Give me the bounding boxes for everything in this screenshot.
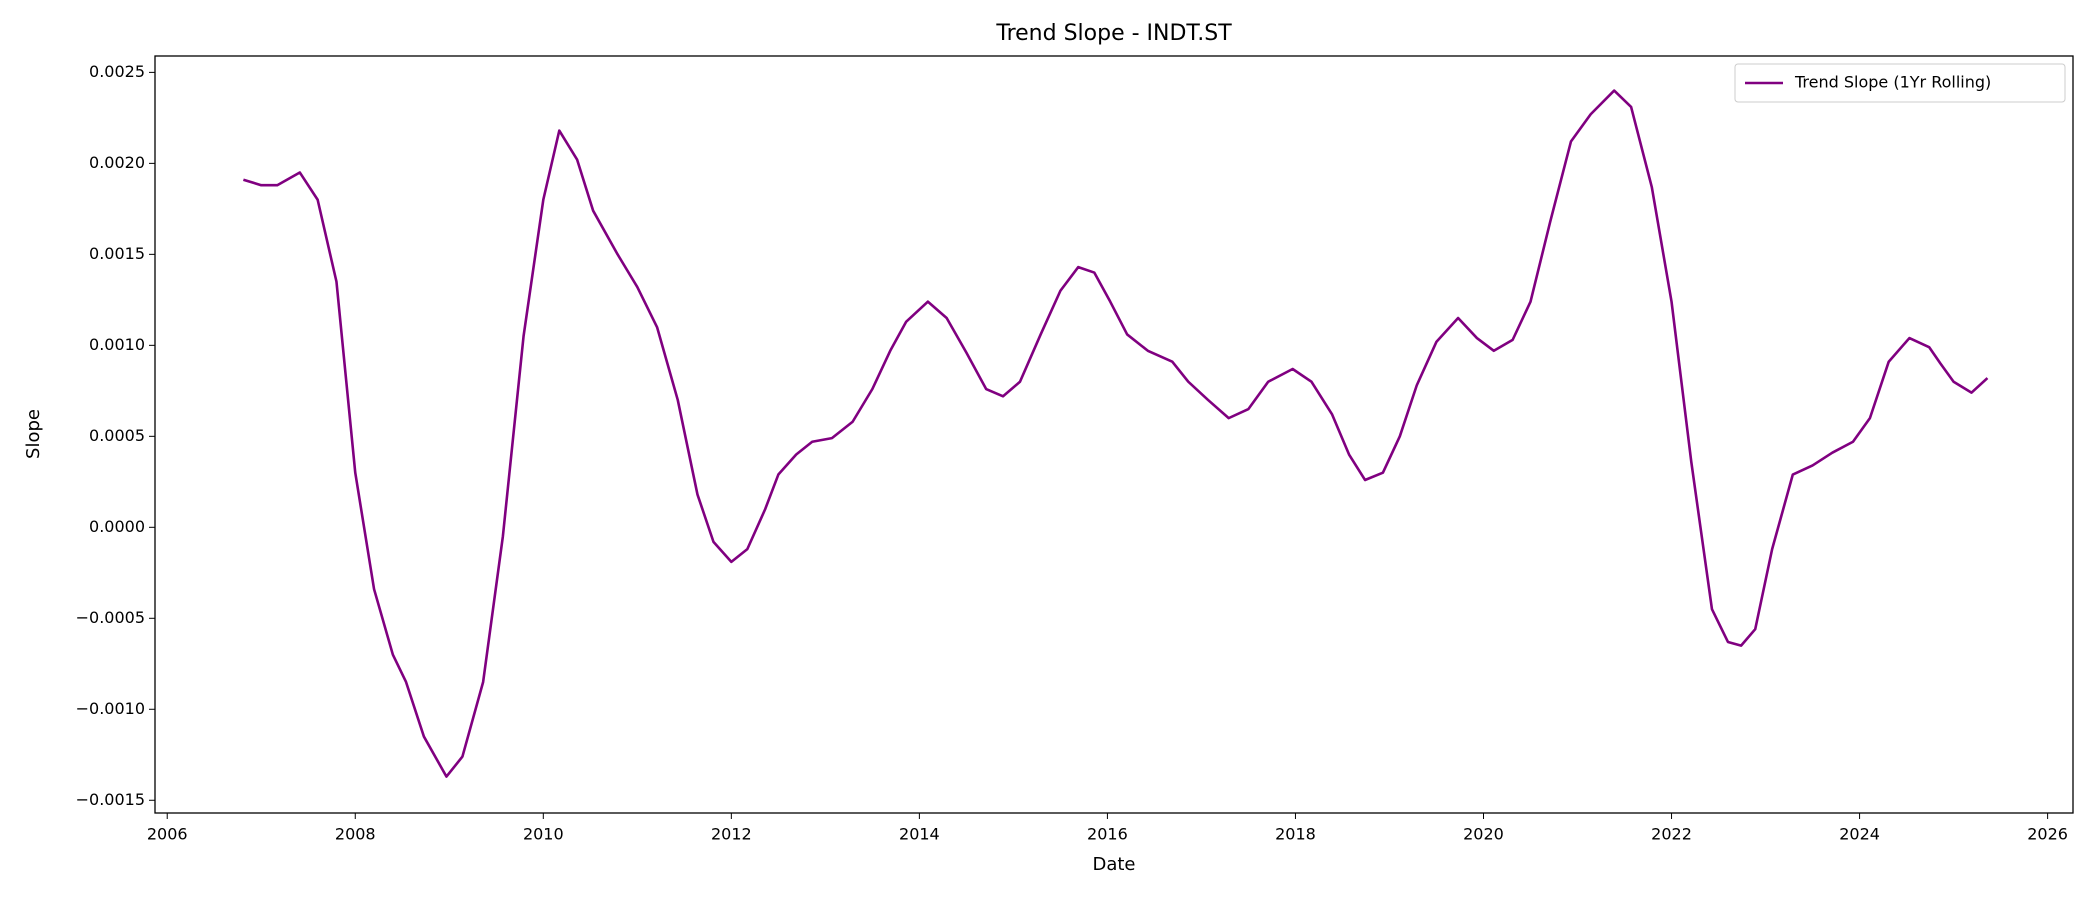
y-tick-label: 0.0025 bbox=[89, 62, 145, 81]
x-tick-label: 2018 bbox=[1275, 825, 1316, 844]
x-tick-label: 2012 bbox=[711, 825, 752, 844]
y-tick-label: 0.0005 bbox=[89, 426, 145, 445]
y-tick-label: 0.0010 bbox=[89, 335, 145, 354]
x-tick-label: 2010 bbox=[523, 825, 564, 844]
x-axis-label: Date bbox=[1092, 854, 1135, 875]
y-axis-label: Slope bbox=[23, 409, 44, 459]
x-tick-label: 2016 bbox=[1087, 825, 1128, 844]
legend-box bbox=[1734, 63, 2066, 103]
y-tick-label: −0.0010 bbox=[76, 699, 145, 718]
y-tick-label: 0.0020 bbox=[89, 153, 145, 172]
chart-title: Trend Slope - INDT.ST bbox=[995, 21, 1232, 46]
x-tick-label: 2026 bbox=[2027, 825, 2068, 844]
y-tick-label: 0.0000 bbox=[89, 517, 145, 536]
plot-frame bbox=[154, 55, 2074, 814]
y-tick-label: −0.0015 bbox=[76, 790, 145, 809]
y-tick-label: −0.0005 bbox=[76, 608, 145, 627]
x-tick-label: 2020 bbox=[1463, 825, 1504, 844]
x-tick-label: 2008 bbox=[335, 825, 376, 844]
legend-label: Trend Slope (1Yr Rolling) bbox=[1794, 73, 1991, 92]
x-tick-label: 2014 bbox=[899, 825, 940, 844]
line-series bbox=[242, 89, 1989, 778]
x-tick-label: 2022 bbox=[1651, 825, 1692, 844]
y-tick-label: 0.0015 bbox=[89, 244, 145, 263]
x-tick-label: 2024 bbox=[1839, 825, 1880, 844]
x-tick-label: 2006 bbox=[147, 825, 188, 844]
